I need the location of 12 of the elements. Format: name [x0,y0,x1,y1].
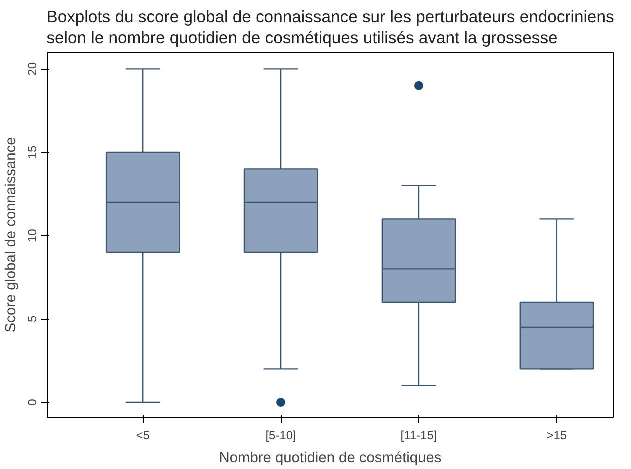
chart-title: Boxplots du score global de connaissance sur les perturbateurs endocriniens selon le nombre quotidien de cosmétiques utilisés avant la grossesse [46,8,614,48]
x-tick-label: >15 [546,428,568,442]
y-tick-label: 20 [26,62,40,76]
x-tick-label: <5 [136,428,150,442]
x-tick-label: [5-10] [266,428,296,442]
y-tick-label: 10 [26,228,40,243]
y-tick-label: 5 [26,316,40,323]
x-tick-label: [11-15] [400,428,438,442]
y-tick-label: 15 [26,146,40,160]
y-axis-title: Score global de connaissance [4,137,20,333]
x-axis-title: Nombre quotidien de cosmétiques [219,450,442,466]
y-tick-label: 0 [26,398,40,406]
